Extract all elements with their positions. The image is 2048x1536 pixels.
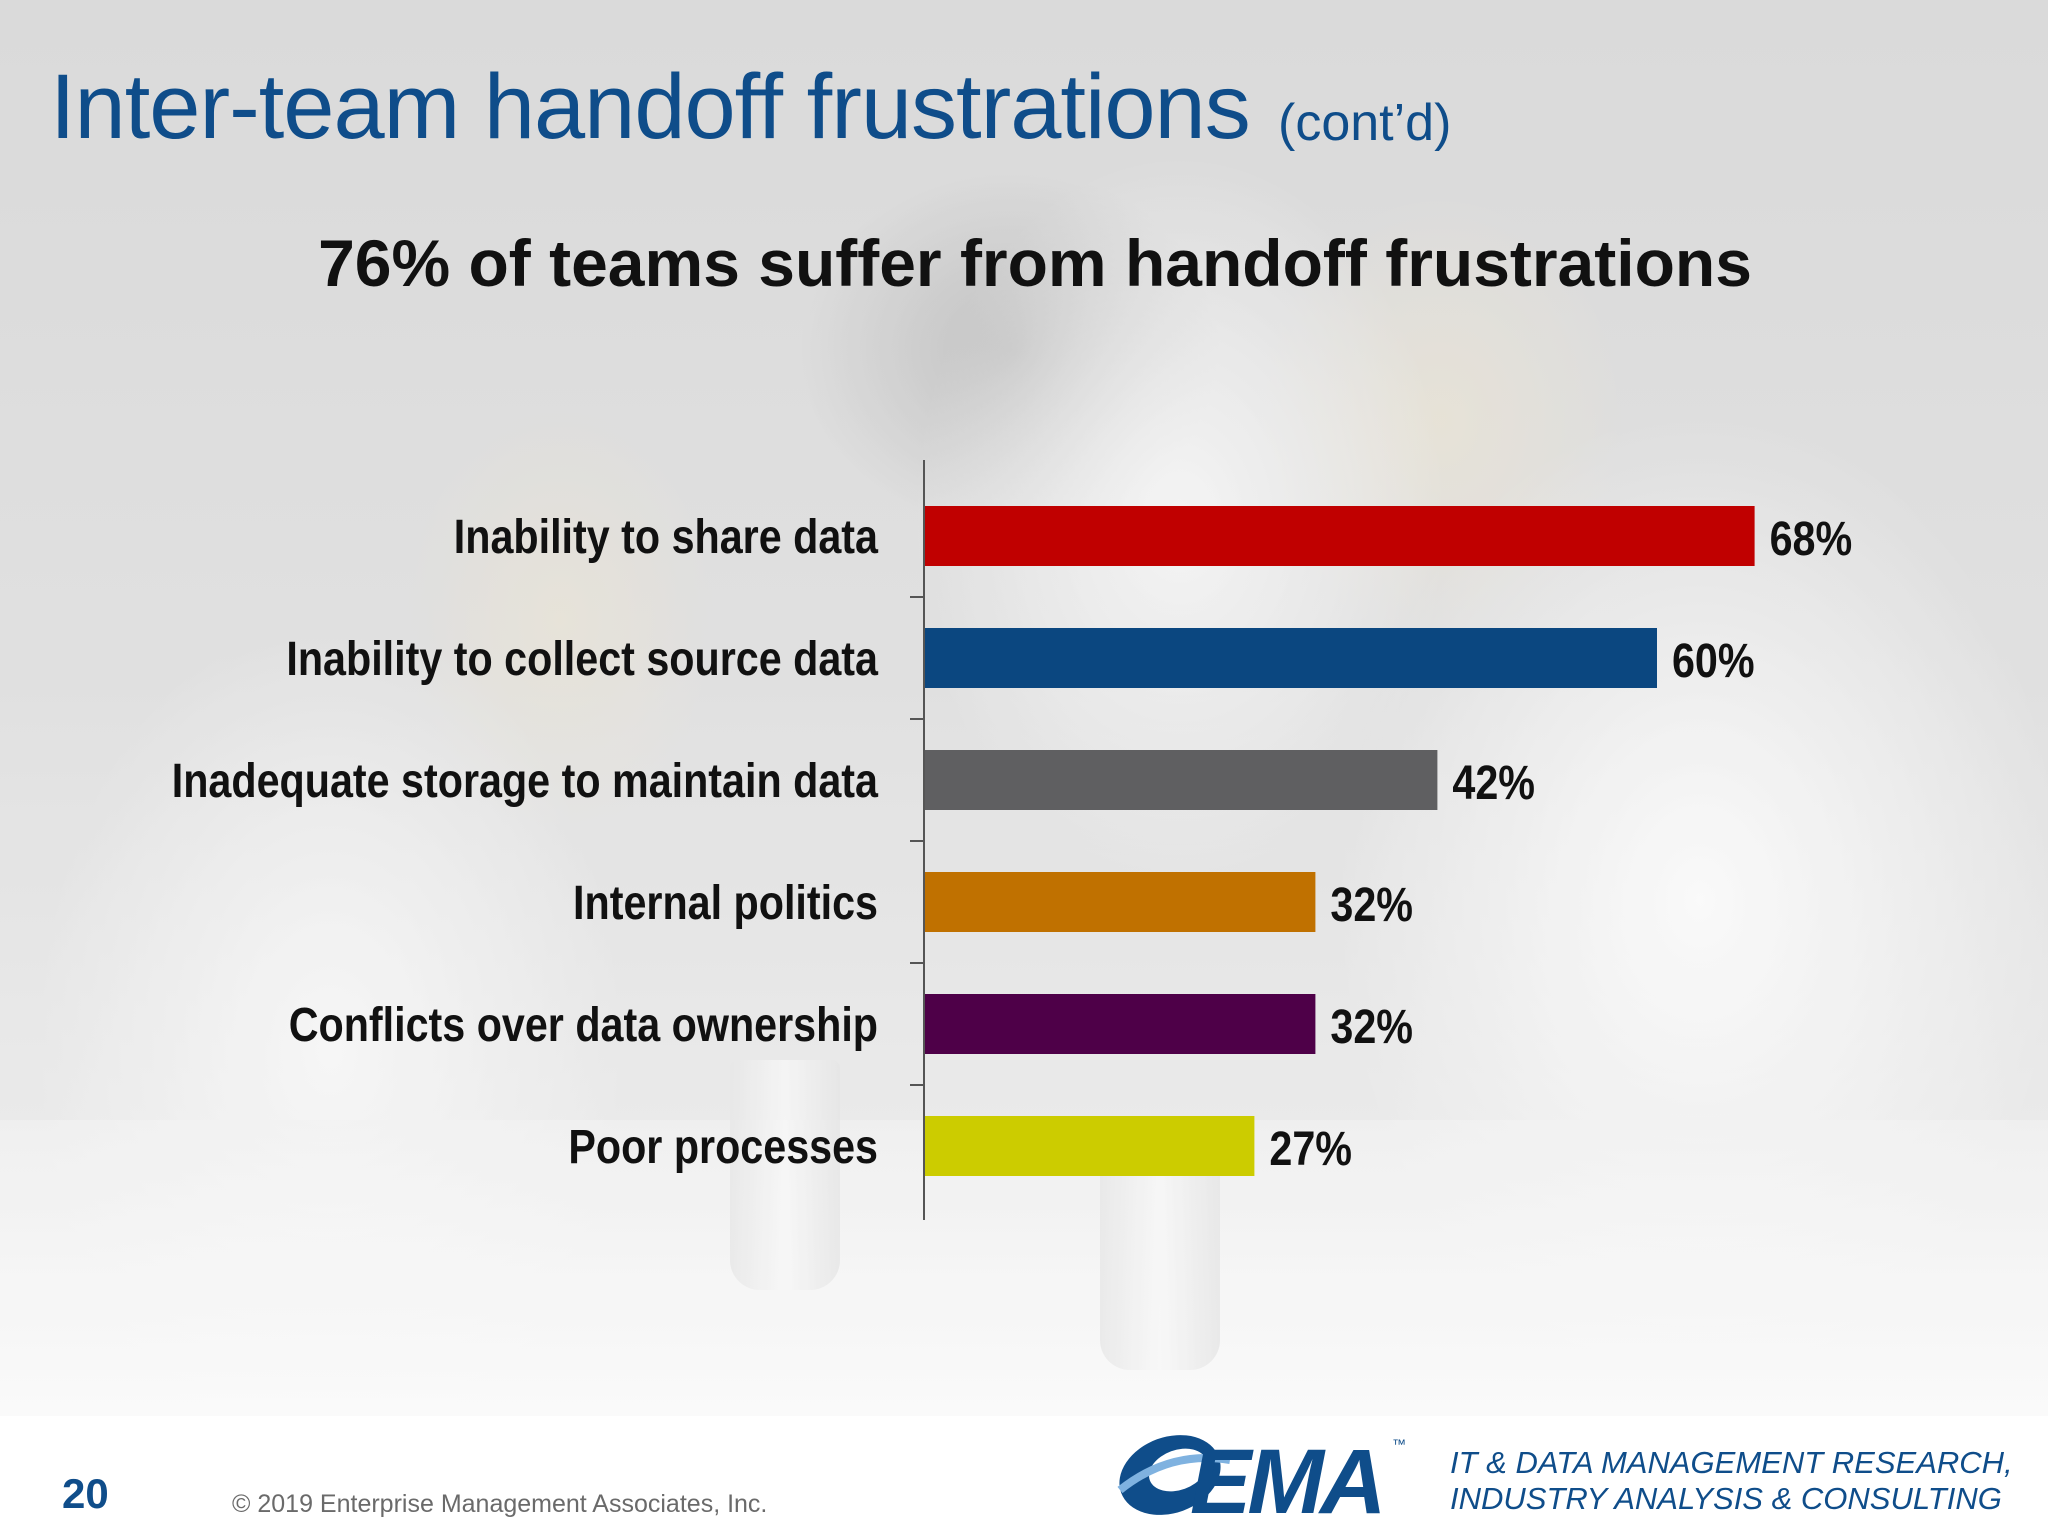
bar (925, 994, 1316, 1054)
slide-background (0, 0, 2048, 1416)
tagline-line-1: IT & DATA MANAGEMENT RESEARCH, (1450, 1445, 2013, 1480)
chart-subtitle: 76% of teams suffer from handoff frustra… (318, 226, 1752, 300)
ema-logo-swoosh-icon (1117, 1435, 1231, 1515)
category-label: Inadequate storage to maintain data (172, 754, 879, 808)
footer (0, 1416, 2048, 1536)
value-label: 32% (1330, 1000, 1413, 1054)
page-number: 20 (62, 1470, 109, 1517)
bar (925, 872, 1316, 932)
category-label: Internal politics (573, 876, 878, 930)
tagline-line-2: INDUSTRY ANALYSIS & CONSULTING (1450, 1481, 2002, 1516)
ema-logo-trademark: ™ (1392, 1436, 1406, 1452)
value-label: 60% (1672, 634, 1755, 688)
slide-title-suffix: (cont’d) (1278, 94, 1452, 152)
photo-overlay (0, 0, 2048, 1416)
value-label: 32% (1330, 878, 1413, 932)
value-label: 27% (1269, 1122, 1352, 1176)
category-label: Conflicts over data ownership (289, 998, 878, 1052)
copyright-text: © 2019 Enterprise Management Associates,… (232, 1490, 768, 1518)
category-label: Poor processes (568, 1120, 878, 1174)
slide-title: Inter-team handoff frustrations (50, 56, 1251, 158)
bar (925, 750, 1438, 810)
cup-left (730, 1060, 840, 1290)
bar (925, 1116, 1255, 1176)
value-label: 42% (1452, 756, 1535, 810)
category-label: Inability to collect source data (286, 632, 879, 686)
bar-chart: Inability to share data 68% Inability to c… (172, 460, 1853, 1220)
bar (925, 628, 1657, 688)
ema-logo-text: EMA (1190, 1431, 1386, 1533)
value-label: 68% (1770, 512, 1853, 566)
bar (925, 506, 1755, 566)
category-label: Inability to share data (454, 510, 879, 564)
tagline: IT & DATA MANAGEMENT RESEARCH, INDUSTRY … (1450, 1445, 2013, 1517)
